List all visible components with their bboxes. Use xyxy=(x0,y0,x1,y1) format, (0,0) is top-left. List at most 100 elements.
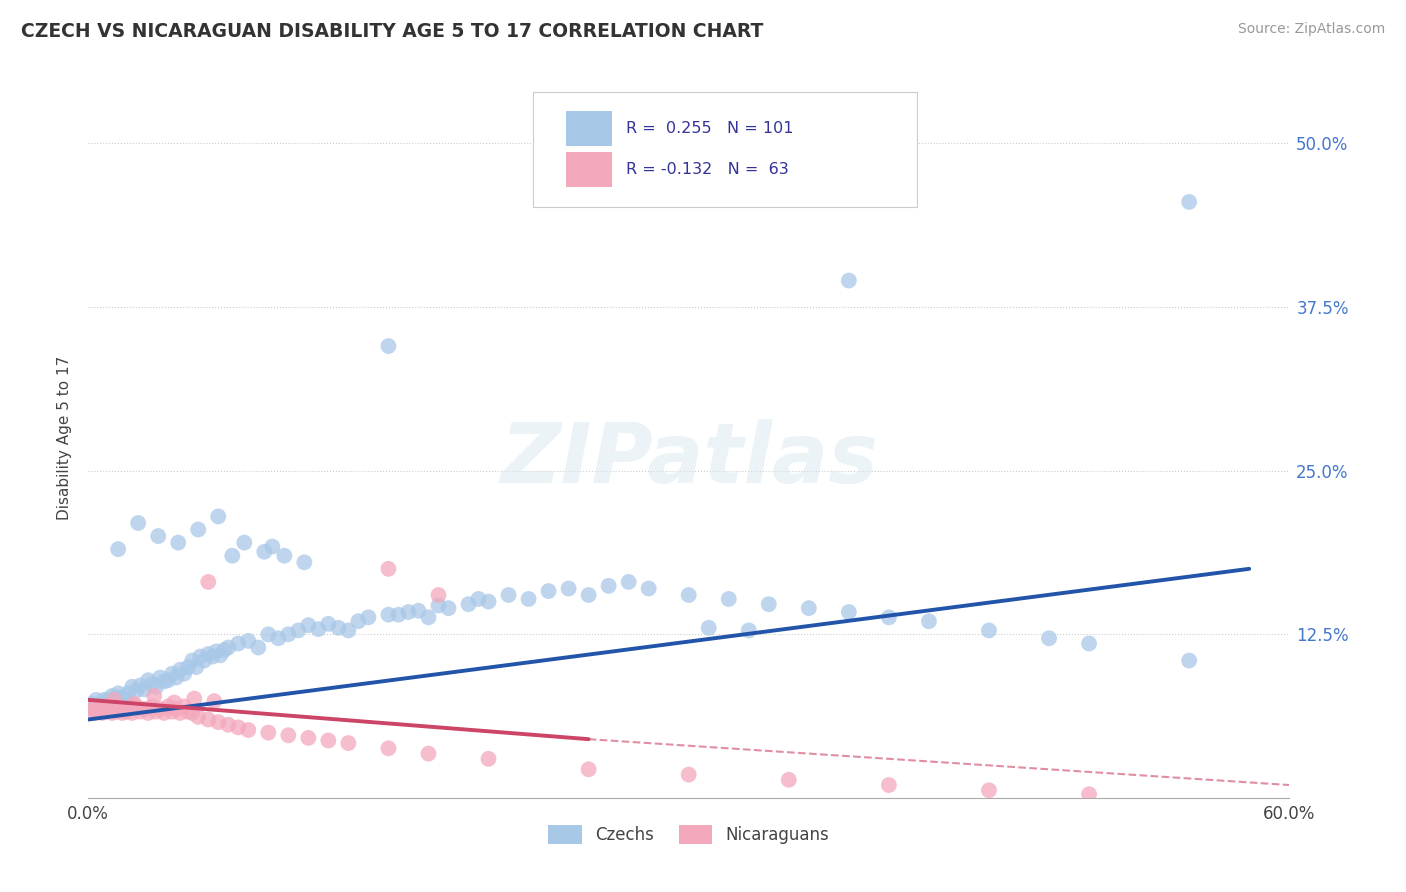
Point xyxy=(498,588,520,602)
Point xyxy=(134,702,156,716)
Point xyxy=(103,696,125,710)
Point xyxy=(578,762,600,776)
Text: CZECH VS NICARAGUAN DISABILITY AGE 5 TO 17 CORRELATION CHART: CZECH VS NICARAGUAN DISABILITY AGE 5 TO … xyxy=(21,22,763,41)
Point xyxy=(115,694,138,708)
FancyBboxPatch shape xyxy=(567,153,612,187)
Point xyxy=(387,607,409,622)
Point xyxy=(517,591,540,606)
Point xyxy=(186,660,208,674)
Point xyxy=(187,710,209,724)
Point xyxy=(187,523,209,537)
Point xyxy=(165,702,187,716)
Point xyxy=(226,720,249,734)
Point xyxy=(337,624,360,638)
Point xyxy=(838,274,860,288)
Legend: Czechs, Nicaraguans: Czechs, Nicaraguans xyxy=(548,824,830,844)
Point xyxy=(193,654,215,668)
Point xyxy=(84,699,107,714)
Point xyxy=(226,636,249,650)
Point xyxy=(337,736,360,750)
Point xyxy=(201,649,224,664)
Point xyxy=(153,674,176,689)
Point xyxy=(427,599,450,613)
Point xyxy=(277,728,299,742)
Point xyxy=(377,741,399,756)
Point xyxy=(838,605,860,619)
Point xyxy=(717,591,740,606)
Point xyxy=(253,545,276,559)
Point xyxy=(105,691,128,706)
Point xyxy=(257,627,280,641)
Point xyxy=(307,622,329,636)
Point xyxy=(87,699,110,714)
Point xyxy=(91,697,114,711)
Point xyxy=(93,693,115,707)
Point xyxy=(238,723,260,737)
Point xyxy=(377,607,399,622)
Point xyxy=(98,699,121,714)
Point xyxy=(758,597,780,611)
Point xyxy=(877,778,900,792)
Point xyxy=(221,549,243,563)
Point xyxy=(257,725,280,739)
Point xyxy=(977,783,1000,797)
Point xyxy=(457,597,479,611)
Point xyxy=(98,697,121,711)
Point xyxy=(82,702,104,716)
Point xyxy=(408,604,430,618)
Point xyxy=(217,718,239,732)
Point xyxy=(157,673,180,688)
Point xyxy=(678,588,700,602)
Point xyxy=(169,663,191,677)
Point xyxy=(427,588,450,602)
Point xyxy=(578,588,600,602)
Point xyxy=(202,694,225,708)
Point xyxy=(103,702,125,716)
Point xyxy=(205,644,228,658)
Point xyxy=(111,706,134,720)
Point xyxy=(129,678,152,692)
Point xyxy=(273,549,295,563)
Text: ZIPatlas: ZIPatlas xyxy=(499,419,877,500)
Point xyxy=(318,616,340,631)
Point xyxy=(217,640,239,655)
Point xyxy=(467,591,489,606)
Point xyxy=(84,693,107,707)
Point xyxy=(83,702,105,716)
Point xyxy=(418,747,440,761)
Point xyxy=(108,703,131,717)
Point xyxy=(145,680,167,694)
Point xyxy=(357,610,380,624)
Point xyxy=(89,702,111,716)
Point xyxy=(173,699,195,714)
Point xyxy=(121,706,143,720)
Point xyxy=(112,691,135,706)
Point xyxy=(97,693,120,707)
Point xyxy=(328,621,350,635)
Point xyxy=(129,705,152,719)
Point xyxy=(101,706,124,720)
Point xyxy=(617,574,640,589)
Point xyxy=(1078,787,1101,801)
Point xyxy=(105,705,128,719)
Point xyxy=(157,699,180,714)
Point xyxy=(165,671,187,685)
Point xyxy=(177,705,200,719)
Point xyxy=(557,582,579,596)
FancyBboxPatch shape xyxy=(533,92,917,207)
Point xyxy=(125,683,148,698)
Point xyxy=(1178,654,1201,668)
Point xyxy=(127,516,149,530)
Point xyxy=(97,702,120,716)
Point xyxy=(292,555,315,569)
Point xyxy=(877,610,900,624)
Point xyxy=(477,594,499,608)
Point xyxy=(117,686,139,700)
Text: R =  0.255   N = 101: R = 0.255 N = 101 xyxy=(626,121,794,136)
Point xyxy=(197,713,219,727)
Point xyxy=(637,582,659,596)
Point xyxy=(238,633,260,648)
Point xyxy=(160,705,183,719)
Point xyxy=(377,562,399,576)
Point xyxy=(297,731,319,745)
